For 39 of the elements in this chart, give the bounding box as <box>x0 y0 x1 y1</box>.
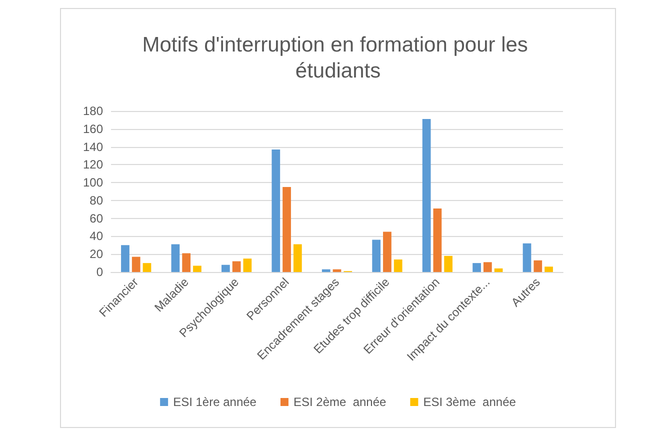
bar <box>243 258 252 272</box>
bar <box>193 266 202 272</box>
y-tick-label: 20 <box>90 247 104 262</box>
y-tick-label: 0 <box>96 265 104 279</box>
y-tick-label: 180 <box>82 104 104 118</box>
y-tick-label: 100 <box>82 176 104 190</box>
bar <box>534 260 542 272</box>
bar <box>322 269 330 272</box>
legend-label: ESI 1ère année <box>173 395 257 409</box>
bar <box>293 244 302 272</box>
bar <box>483 262 492 272</box>
bar <box>132 256 140 272</box>
bar <box>544 266 553 272</box>
bar <box>422 119 431 272</box>
bar <box>232 261 241 272</box>
y-tick-label: 40 <box>90 229 104 244</box>
bar <box>444 256 453 272</box>
bar <box>171 244 180 272</box>
bar <box>121 245 130 272</box>
bar <box>182 253 191 272</box>
bar <box>472 263 481 272</box>
chart-title: Motifs d'interruption en formation pour les étudiants <box>142 34 534 82</box>
bar <box>282 187 291 272</box>
bar <box>142 263 152 272</box>
bar <box>494 268 503 272</box>
y-tick-label: 80 <box>90 193 104 208</box>
bar <box>383 232 392 272</box>
bar <box>433 208 442 272</box>
y-tick-label: 120 <box>82 158 104 172</box>
legend-label: ESI 2ème année <box>293 395 387 409</box>
bar <box>272 149 280 272</box>
bar <box>372 240 381 272</box>
bar <box>522 243 532 272</box>
bar <box>221 264 230 272</box>
y-tick-label: 60 <box>90 211 104 226</box>
legend-label: ESI 3ème année <box>423 395 516 409</box>
y-tick-label: 140 <box>82 140 104 154</box>
y-tick-label: 160 <box>82 122 104 136</box>
bar <box>394 259 402 272</box>
